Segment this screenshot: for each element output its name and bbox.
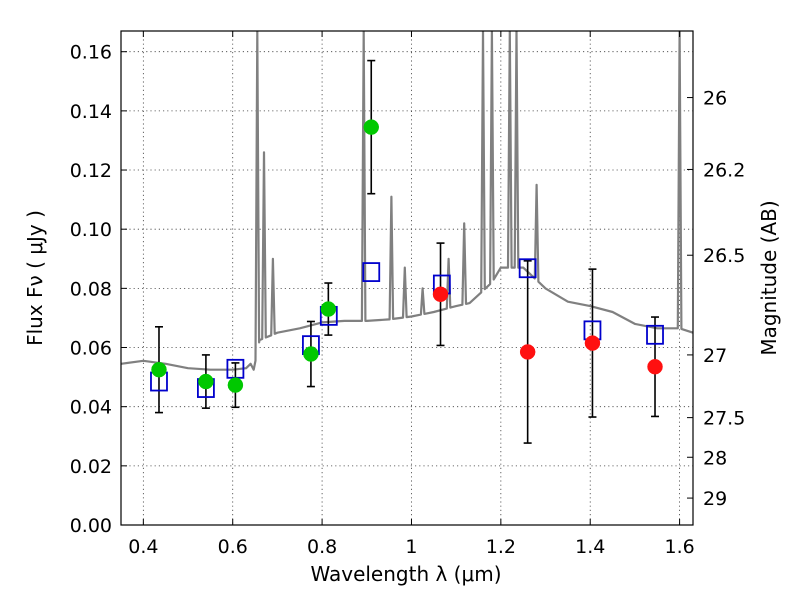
y-axis-label: Flux Fν ( μJy ) — [23, 210, 47, 346]
y-tick-label: 0.10 — [70, 219, 112, 241]
x-tick-label: 1.4 — [575, 536, 605, 558]
y2-tick-label: 26.2 — [703, 159, 745, 181]
data-point — [320, 301, 337, 317]
data-point — [363, 119, 379, 135]
y2-tick-label: 28 — [703, 447, 727, 469]
axis-ticks — [121, 31, 693, 526]
data-point — [198, 373, 214, 390]
x-tick-label: 0.6 — [218, 536, 248, 558]
y-tick-label: 0.08 — [70, 278, 112, 300]
data-point — [151, 361, 167, 378]
model-box — [518, 258, 537, 279]
y-tick-label: 0.02 — [70, 456, 112, 478]
data-point — [519, 344, 536, 360]
data-point — [432, 286, 449, 303]
x-axis-label: Wavelength λ (μm) — [310, 562, 501, 586]
y2-tick-label: 26.5 — [703, 245, 745, 267]
data-point — [303, 346, 319, 362]
plot-frame — [120, 30, 694, 526]
y2-tick-label: 26 — [703, 88, 727, 110]
y2-tick-label: 27 — [703, 345, 727, 367]
y-tick-label: 0.14 — [70, 101, 112, 123]
model-photometry-boxes — [150, 258, 664, 398]
y-tick-label: 0.16 — [70, 42, 112, 64]
model-box — [646, 324, 664, 345]
y-tick-label: 0.06 — [70, 338, 112, 360]
y2-tick-label: 29 — [703, 488, 727, 510]
x-tick-label: 1 — [405, 536, 417, 558]
y2-tick-label: 27.5 — [703, 408, 745, 430]
data-point — [647, 358, 663, 375]
x-tick-label: 1.6 — [664, 536, 694, 558]
y-tick-label: 0.04 — [70, 397, 112, 419]
x-tick-label: 0.4 — [128, 536, 158, 558]
tick-labels: 0.4 0.6 0.8 1 1.2 1.4 1.6 0.00 0.02 0.04 0.06 0.08 0… — [70, 42, 746, 558]
observed-points — [151, 119, 663, 393]
y2-axis-label: Magnitude (AB) — [757, 200, 781, 355]
data-point — [227, 377, 244, 393]
y-tick-label: 0.12 — [70, 160, 112, 182]
y-tick-label: 0.00 — [70, 515, 112, 537]
data-point — [584, 335, 601, 351]
plot-area — [121, 31, 693, 444]
x-tick-label: 1.2 — [486, 536, 516, 558]
model-box — [362, 262, 381, 282]
x-tick-label: 0.8 — [307, 536, 337, 558]
